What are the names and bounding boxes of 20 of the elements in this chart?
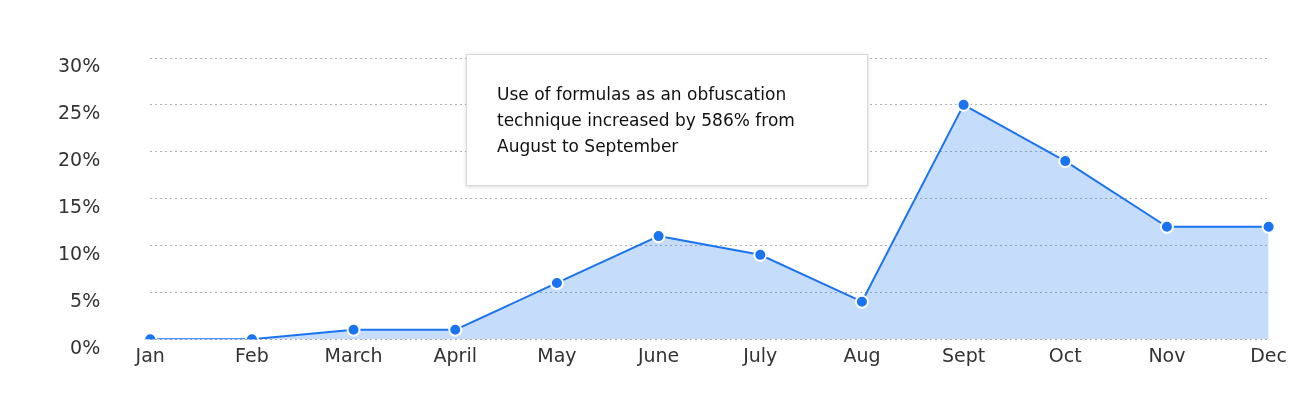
y-tick-label: 25% [58, 101, 101, 124]
x-tick-label: Feb [235, 343, 269, 366]
x-tick-label: March [324, 343, 383, 366]
x-tick-label: Oct [1048, 343, 1082, 366]
y-tick-label: 30% [58, 54, 101, 77]
x-tick-label: April [433, 343, 477, 366]
callout-box: Use of formulas as an obfuscation technique increased by 586% from August to September [466, 54, 868, 186]
x-tick-label: June [636, 343, 680, 366]
y-tick-label: 5% [70, 288, 101, 311]
y-tick-label: 10% [58, 241, 101, 264]
x-tick-label: Nov [1148, 343, 1186, 366]
x-tick-label: Aug [843, 343, 881, 366]
x-tick-label: July [742, 343, 778, 366]
y-tick-label: 15% [58, 195, 101, 218]
x-tick-label: Jan [134, 343, 165, 366]
y-tick-label: 20% [58, 148, 101, 171]
x-tick-label: Sept [941, 343, 986, 366]
x-tick-label: May [537, 343, 577, 366]
x-tick-label: Dec [1250, 343, 1288, 366]
y-tick-label: 0% [70, 335, 101, 358]
